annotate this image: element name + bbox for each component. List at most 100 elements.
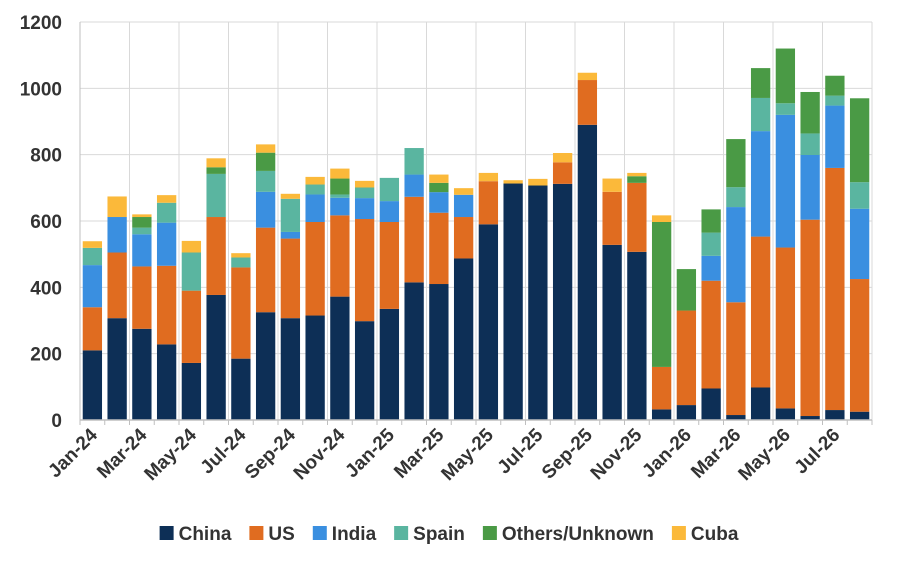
bar-cuba-dec-24 xyxy=(354,180,375,188)
bar-china-nov-25 xyxy=(627,251,647,420)
bar-china-dec-25 xyxy=(651,409,672,420)
bar-spain-dec-24 xyxy=(354,187,375,199)
bar-spain-oct-24 xyxy=(305,184,325,195)
legend: China US India Spain Others/Unknown Cuba xyxy=(159,524,739,545)
bar-china-jan-25 xyxy=(379,308,400,420)
bar-cuba-jun-25 xyxy=(503,180,523,184)
y-tick-label-200: 200 xyxy=(30,345,62,366)
bar-spain-jun-26 xyxy=(800,133,820,155)
bar-us-mar-25 xyxy=(429,212,449,285)
bar-us-sep-24 xyxy=(280,238,301,319)
bar-cuba-may-24 xyxy=(181,240,202,253)
bar-china-mar-24 xyxy=(132,328,152,420)
bar-china-mar-26 xyxy=(726,415,746,420)
bar-cuba-may-25 xyxy=(478,172,499,182)
bar-spain-jun-24 xyxy=(206,173,226,218)
bar-spain-aug-24 xyxy=(255,170,276,192)
bar-spain-may-26 xyxy=(775,103,796,115)
bar-china-jun-26 xyxy=(800,416,820,420)
bar-others-unknown-feb-26 xyxy=(701,209,721,233)
bar-china-sep-25 xyxy=(577,124,598,421)
bar-spain-nov-24 xyxy=(330,194,350,198)
bar-spain-jan-25 xyxy=(379,177,400,202)
bar-china-aug-25 xyxy=(552,183,573,420)
legend-label-spain: Spain xyxy=(413,524,465,545)
bar-us-apr-26 xyxy=(750,236,771,388)
y-tick-label-800: 800 xyxy=(30,146,62,167)
bar-china-jun-25 xyxy=(503,183,523,420)
bar-china-may-26 xyxy=(775,408,796,420)
bar-us-aug-25 xyxy=(552,162,573,184)
bar-india-mar-24 xyxy=(132,234,152,267)
x-tick-label-mar-26: Mar-26 xyxy=(687,425,745,483)
bar-spain-jul-26 xyxy=(825,95,845,106)
bar-cuba-jan-24 xyxy=(82,241,103,248)
legend-swatch-spain xyxy=(394,526,409,540)
bar-us-oct-24 xyxy=(305,221,325,316)
bar-china-jul-25 xyxy=(528,185,548,420)
bar-us-apr-24 xyxy=(156,265,177,345)
bar-cuba-nov-25 xyxy=(627,172,647,177)
bar-cuba-sep-24 xyxy=(280,193,301,199)
bar-china-apr-24 xyxy=(156,344,177,420)
bar-spain-apr-24 xyxy=(156,202,177,223)
bar-us-jan-26 xyxy=(676,310,697,406)
bar-spain-feb-26 xyxy=(701,232,721,256)
x-tick-label-nov-24: Nov-24 xyxy=(290,424,350,484)
bar-spain-jul-24 xyxy=(231,257,251,268)
y-tick-label-600: 600 xyxy=(30,212,62,233)
bar-china-feb-25 xyxy=(404,282,424,420)
bar-others-unknown-apr-26 xyxy=(750,68,771,98)
bar-china-dec-24 xyxy=(354,321,375,420)
legend-swatch-cuba xyxy=(671,526,686,540)
bar-china-may-24 xyxy=(181,362,202,420)
bar-cuba-jul-25 xyxy=(528,178,548,186)
x-tick-label-may-26: May-26 xyxy=(735,425,795,485)
bar-china-jul-24 xyxy=(231,358,251,420)
bar-us-aug-26 xyxy=(849,279,870,412)
bar-spain-apr-26 xyxy=(750,97,771,132)
bar-cuba-oct-25 xyxy=(602,178,622,192)
x-tick-label-may-24: May-24 xyxy=(141,424,202,485)
bar-us-feb-26 xyxy=(701,280,721,389)
bar-cuba-apr-24 xyxy=(156,195,177,203)
bar-us-apr-25 xyxy=(453,217,474,259)
bar-china-jan-26 xyxy=(676,405,697,420)
bar-cuba-sep-25 xyxy=(577,72,598,81)
y-tick-label-400: 400 xyxy=(30,278,62,299)
bar-spain-sep-24 xyxy=(280,198,301,232)
bar-us-feb-25 xyxy=(404,196,424,283)
x-tick-label-may-25: May-25 xyxy=(438,424,499,485)
y-tick-label-1000: 1000 xyxy=(20,79,62,100)
bar-spain-feb-25 xyxy=(404,148,424,175)
x-tick-labels: Jan-24Mar-24May-24Jul-24Sep-24Nov-24Jan-… xyxy=(44,424,844,485)
x-tick-label-nov-25: Nov-25 xyxy=(587,424,647,484)
bar-cuba-jun-24 xyxy=(206,158,226,168)
bar-spain-mar-26 xyxy=(726,187,746,208)
bar-india-mar-25 xyxy=(429,192,449,213)
legend-swatch-others-unknown xyxy=(482,526,497,540)
bar-india-apr-24 xyxy=(156,222,177,266)
legend-label-india: India xyxy=(332,524,377,545)
bar-others-unknown-jan-26 xyxy=(676,269,697,311)
bar-spain-mar-24 xyxy=(132,227,152,235)
bar-china-jul-26 xyxy=(825,410,845,420)
bar-india-oct-24 xyxy=(305,194,325,222)
bar-india-jan-25 xyxy=(379,201,400,222)
bar-others-unknown-nov-25 xyxy=(627,176,647,183)
bar-us-mar-26 xyxy=(726,302,746,416)
bar-china-jun-24 xyxy=(206,294,226,420)
bar-us-feb-24 xyxy=(107,252,127,319)
bar-cuba-dec-25 xyxy=(651,215,672,222)
bar-us-nov-25 xyxy=(627,182,647,252)
bar-us-dec-24 xyxy=(354,219,375,322)
bar-cuba-apr-25 xyxy=(453,188,474,195)
bar-us-jan-25 xyxy=(379,221,400,309)
bar-others-unknown-aug-24 xyxy=(255,152,276,171)
x-tick-label-sep-25: Sep-25 xyxy=(538,424,597,483)
bar-china-mar-25 xyxy=(429,284,449,420)
bar-us-nov-24 xyxy=(330,215,350,297)
bar-india-mar-26 xyxy=(726,207,746,303)
legend-swatch-china xyxy=(159,526,174,540)
